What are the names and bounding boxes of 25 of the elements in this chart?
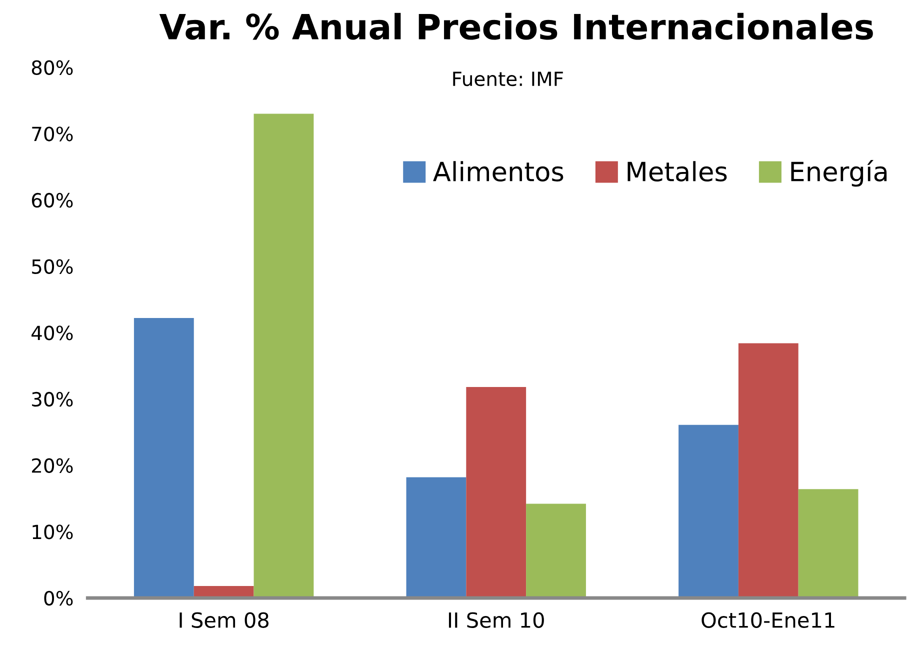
x-tick-label: II Sem 10 bbox=[448, 612, 544, 628]
x-tick-label: Oct10-Ene11 bbox=[702, 612, 834, 628]
bar bbox=[738, 343, 798, 598]
bar bbox=[798, 489, 858, 598]
y-tick-label: 60% bbox=[32, 192, 73, 208]
y-tick-label: 30% bbox=[32, 392, 73, 407]
y-tick-label: 40% bbox=[32, 326, 73, 340]
legend-label: Energía bbox=[791, 160, 887, 187]
y-tick-label: 0% bbox=[44, 590, 73, 606]
y-tick-label: 20% bbox=[32, 458, 73, 473]
y-tick-label: 70% bbox=[32, 126, 73, 142]
y-tick-label: 50% bbox=[32, 259, 73, 274]
bar bbox=[466, 387, 526, 598]
bar bbox=[254, 114, 314, 598]
bar bbox=[678, 424, 738, 598]
y-tick-label: 10% bbox=[32, 524, 73, 540]
y-tick-label: 80% bbox=[32, 60, 73, 75]
bar bbox=[134, 318, 194, 598]
legend-label: Metales bbox=[628, 161, 727, 182]
x-tick-label: I Sem 08 bbox=[180, 612, 269, 628]
chart-subtitle: Fuente: IMF bbox=[453, 72, 563, 86]
legend-label: Alimentos bbox=[433, 161, 564, 182]
chart-title: Var. % Anual Precios Internacionales bbox=[159, 12, 873, 40]
bar bbox=[406, 477, 466, 598]
bar bbox=[526, 504, 586, 598]
